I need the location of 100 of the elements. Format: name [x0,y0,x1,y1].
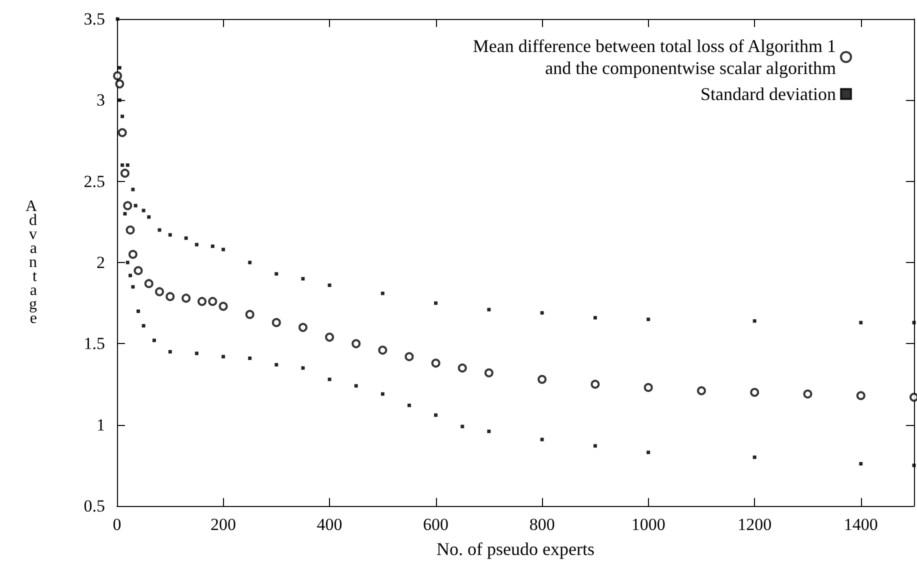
point [803,389,812,398]
point [328,378,332,382]
point [128,274,132,278]
point [380,392,384,396]
point [194,242,198,246]
point [120,114,124,118]
point [116,17,120,21]
point [118,98,122,102]
x-tick-label: 200 [210,515,236,534]
x-axis-title: No. of pseudo experts [436,539,594,559]
legend-label: Standard deviation [700,84,836,104]
y-tick-label: 1 [96,415,105,434]
point [245,310,254,319]
point [168,350,172,354]
point [166,292,175,302]
point [142,208,146,212]
point [142,324,146,328]
x-tick-label: 600 [423,515,449,534]
point [126,226,135,235]
point [538,374,547,384]
point [352,339,361,348]
point [646,450,650,454]
point [198,296,207,306]
point [593,444,597,448]
point [123,212,127,216]
x-tick-label: 1000 [631,515,666,534]
point [134,266,143,276]
point [434,413,438,417]
point [126,260,130,264]
point [272,318,281,328]
point [752,319,756,323]
point [859,320,863,324]
point [120,163,124,167]
point [590,380,600,389]
point [458,364,467,373]
point [182,294,191,303]
text: Advantage [25,198,37,327]
point [301,366,305,370]
point [155,287,164,296]
point [593,316,597,320]
point [147,215,151,219]
point [540,311,544,315]
point [434,301,438,305]
point [184,236,188,240]
point [460,424,464,428]
point [407,404,411,408]
x-tick-label: 0 [112,515,122,534]
point [128,250,138,259]
y-tick-label: 3 [96,90,105,110]
point [274,272,278,276]
point [248,356,252,360]
point [431,358,440,368]
point [118,128,127,138]
y-tick-label: 1.5 [84,334,105,354]
point [123,201,132,210]
point [131,188,135,192]
x-tick-label: 1200 [738,515,772,534]
point [131,285,135,289]
point [118,66,122,70]
point [134,204,138,208]
point [859,462,863,466]
point [378,346,388,355]
point [222,354,226,358]
point [487,430,491,434]
point [208,296,218,306]
point [158,228,162,232]
point [301,276,305,280]
point [120,168,130,178]
point [328,283,332,287]
point [218,302,228,311]
point [404,352,414,362]
point [912,464,916,468]
point [752,456,756,460]
x-tick-label: 400 [316,515,342,534]
point [325,332,334,342]
point [136,309,140,313]
point [912,320,916,324]
point [856,391,866,400]
point [646,318,650,322]
point [194,352,198,356]
point [126,163,130,167]
point [487,308,491,312]
point [298,322,308,332]
point [115,79,124,88]
point [144,279,154,288]
point [274,363,278,367]
point [750,388,760,397]
legend-label: Mean difference between total loss of Algorithm 1 and the componentwise scalar algorithm [472,36,836,78]
point [484,368,494,378]
point [210,244,214,248]
point [380,292,384,296]
x-tick-label: 800 [529,515,555,534]
y-tick-label: 0.5 [84,496,105,516]
y-tick-label: 2.5 [84,172,105,191]
point [168,233,172,237]
y-tick-label: 2 [96,253,105,272]
point [248,260,252,264]
point [644,383,653,392]
y-tick-label: 3.5 [84,10,105,28]
point [354,384,358,388]
